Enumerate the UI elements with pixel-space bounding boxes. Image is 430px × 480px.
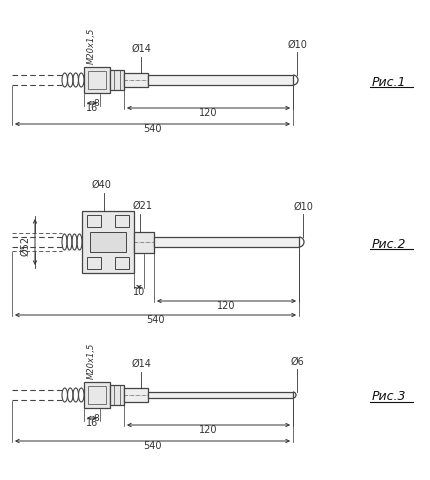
Text: Рис.2: Рис.2 <box>372 238 406 251</box>
Text: Рис.3: Рис.3 <box>372 391 406 404</box>
Bar <box>124 73 148 87</box>
Text: M20x1,5: M20x1,5 <box>87 28 96 64</box>
Text: 8: 8 <box>93 414 99 423</box>
Bar <box>87 257 101 269</box>
Bar <box>82 211 134 273</box>
Text: 120: 120 <box>217 301 236 311</box>
Text: 540: 540 <box>146 315 165 325</box>
Text: Ø10: Ø10 <box>287 40 307 50</box>
Text: Ø52: Ø52 <box>20 236 30 256</box>
Text: Ø14: Ø14 <box>131 359 151 369</box>
Bar <box>115 257 129 269</box>
Bar <box>87 215 101 227</box>
Text: Ø40: Ø40 <box>92 180 112 190</box>
Text: M20x1,5: M20x1,5 <box>87 343 96 379</box>
Text: Ø21: Ø21 <box>133 201 153 211</box>
Text: 16: 16 <box>86 418 98 428</box>
Text: 120: 120 <box>199 108 218 118</box>
Text: Ø6: Ø6 <box>290 357 304 367</box>
Bar <box>110 70 124 90</box>
Text: Ø10: Ø10 <box>293 202 313 212</box>
Text: Ø14: Ø14 <box>131 44 151 54</box>
Bar <box>154 237 299 247</box>
Bar <box>90 232 126 252</box>
Bar <box>115 215 129 227</box>
Text: 10: 10 <box>133 287 145 297</box>
Text: 540: 540 <box>143 441 162 451</box>
Bar <box>84 382 110 408</box>
Bar <box>88 386 106 404</box>
Text: 8: 8 <box>93 99 99 108</box>
Bar <box>134 231 154 252</box>
Bar <box>84 67 110 93</box>
Bar <box>88 71 106 89</box>
Bar <box>124 388 148 402</box>
Text: 120: 120 <box>199 425 218 435</box>
Bar <box>148 392 293 398</box>
Text: 540: 540 <box>143 124 162 134</box>
Bar <box>110 385 124 405</box>
Text: Рис.1: Рис.1 <box>372 75 406 88</box>
Text: 16: 16 <box>86 103 98 113</box>
Bar <box>148 75 293 85</box>
